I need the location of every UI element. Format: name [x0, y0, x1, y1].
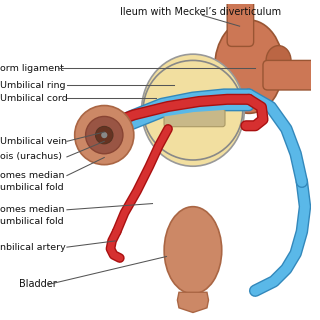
Text: Umbilical cord: Umbilical cord [0, 94, 68, 103]
Text: omes median: omes median [0, 205, 65, 214]
Circle shape [101, 132, 108, 138]
Text: Umbilical vein: Umbilical vein [0, 137, 67, 146]
Text: Ileum with Meckel’s diverticulum: Ileum with Meckel’s diverticulum [120, 7, 281, 17]
Text: umbilical fold: umbilical fold [0, 183, 64, 192]
Text: Bladder: Bladder [19, 279, 56, 290]
Text: umbilical fold: umbilical fold [0, 217, 64, 226]
Ellipse shape [215, 20, 283, 113]
FancyBboxPatch shape [164, 109, 225, 127]
Circle shape [96, 126, 113, 144]
Text: orm ligament: orm ligament [0, 64, 64, 73]
FancyBboxPatch shape [263, 60, 320, 90]
Text: nbilical artery: nbilical artery [0, 243, 66, 252]
Circle shape [85, 116, 123, 154]
Ellipse shape [266, 46, 291, 75]
Circle shape [75, 106, 134, 165]
Text: ois (urachus): ois (urachus) [0, 152, 62, 161]
Polygon shape [177, 292, 209, 313]
Text: omes median: omes median [0, 171, 65, 180]
Ellipse shape [164, 207, 222, 294]
Text: Umbilical ring: Umbilical ring [0, 81, 66, 90]
FancyBboxPatch shape [227, 0, 254, 46]
Ellipse shape [142, 54, 244, 166]
